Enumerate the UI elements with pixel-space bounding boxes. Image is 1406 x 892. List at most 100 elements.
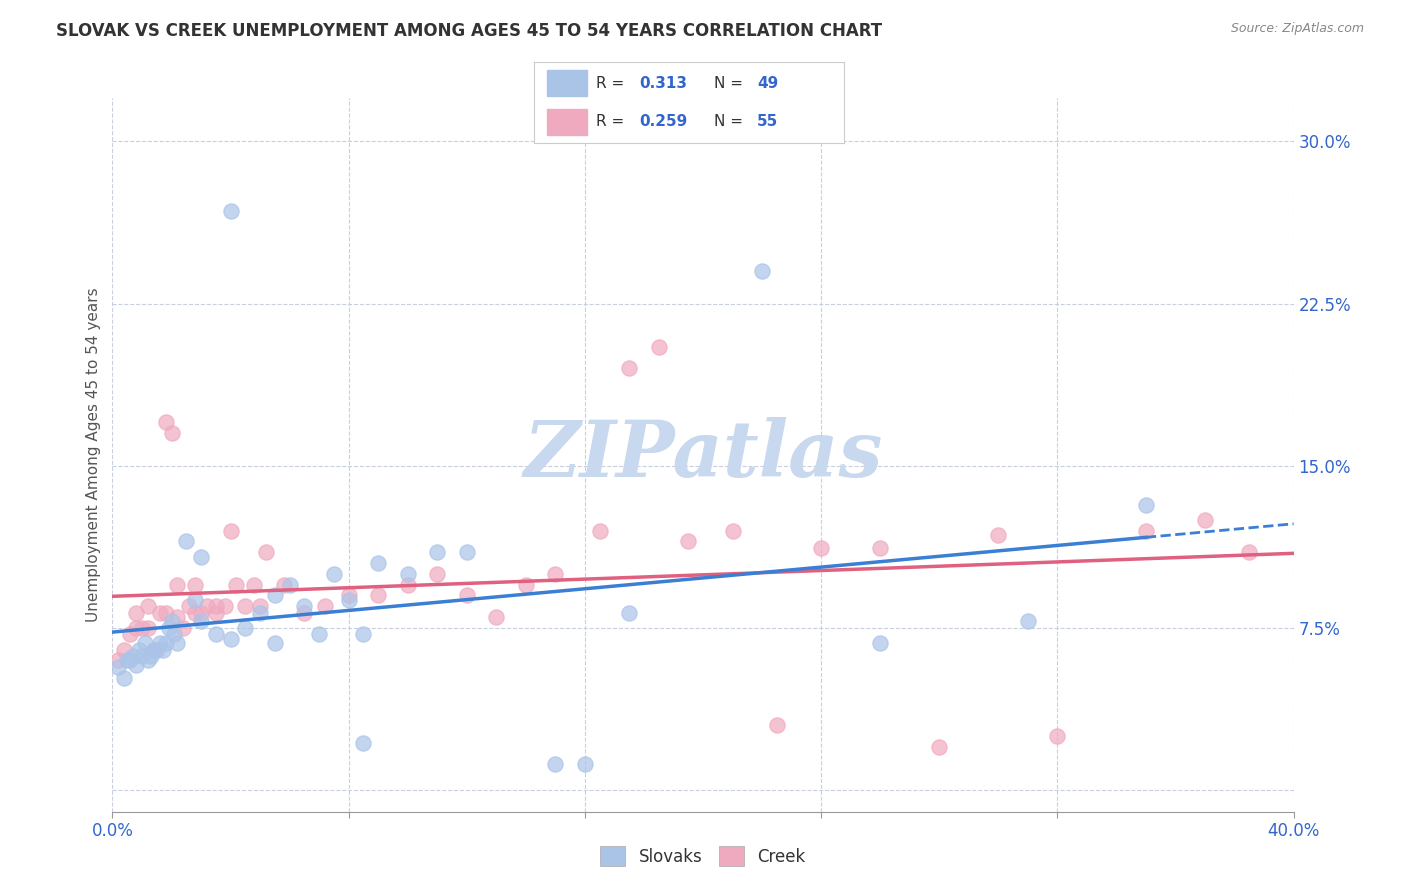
Point — [142, 642, 165, 657]
Point — [219, 524, 242, 538]
Point — [278, 577, 301, 591]
Point — [179, 599, 201, 614]
Point — [155, 636, 177, 650]
Point — [155, 416, 177, 430]
Point — [205, 599, 228, 614]
Point — [107, 653, 129, 667]
Text: R =: R = — [596, 76, 630, 91]
Point — [243, 577, 266, 591]
Point — [125, 606, 148, 620]
Point — [619, 361, 641, 376]
Point — [149, 606, 172, 620]
Point — [107, 660, 129, 674]
Point — [574, 757, 596, 772]
Text: Source: ZipAtlas.com: Source: ZipAtlas.com — [1230, 22, 1364, 36]
Point — [214, 599, 236, 614]
Point — [112, 671, 135, 685]
Point — [766, 718, 789, 732]
Point — [160, 615, 183, 629]
Point — [233, 621, 256, 635]
Point — [136, 653, 159, 667]
Point — [205, 627, 228, 641]
Point — [131, 648, 153, 663]
Point — [219, 632, 242, 646]
Point — [184, 577, 207, 591]
Point — [122, 648, 145, 663]
Point — [184, 606, 207, 620]
Point — [172, 621, 194, 635]
Bar — [547, 109, 586, 135]
Point — [190, 615, 212, 629]
Point — [314, 599, 336, 614]
Point — [485, 610, 508, 624]
Point — [146, 642, 169, 657]
Point — [647, 340, 671, 354]
Point — [136, 599, 159, 614]
Point — [588, 524, 610, 538]
Point — [367, 556, 389, 570]
Point — [544, 757, 567, 772]
Point — [125, 657, 148, 672]
Point — [869, 636, 891, 650]
Point — [352, 735, 374, 749]
Point — [273, 577, 295, 591]
Legend: Slovaks, Creek: Slovaks, Creek — [592, 838, 814, 875]
Point — [249, 599, 271, 614]
Point — [292, 599, 315, 614]
Text: 49: 49 — [756, 76, 779, 91]
Point — [190, 549, 212, 564]
Point — [139, 648, 162, 663]
Text: N =: N = — [714, 76, 748, 91]
Point — [152, 642, 174, 657]
Point — [149, 636, 172, 650]
Text: 0.259: 0.259 — [640, 113, 688, 128]
Point — [352, 627, 374, 641]
Point — [195, 599, 218, 614]
Point — [619, 606, 641, 620]
Y-axis label: Unemployment Among Ages 45 to 54 years: Unemployment Among Ages 45 to 54 years — [86, 287, 101, 623]
Point — [190, 606, 212, 620]
Point — [544, 566, 567, 581]
Point — [928, 739, 950, 754]
Point — [396, 577, 419, 591]
Point — [120, 627, 142, 641]
Point — [163, 627, 186, 641]
Point — [128, 642, 150, 657]
Point — [456, 545, 478, 559]
Point — [264, 636, 287, 650]
Point — [1194, 513, 1216, 527]
Point — [166, 577, 188, 591]
Point — [1046, 729, 1069, 743]
Point — [184, 592, 207, 607]
Text: ZIPatlas: ZIPatlas — [523, 417, 883, 493]
Point — [125, 621, 148, 635]
Point — [155, 606, 177, 620]
Point — [810, 541, 832, 555]
Point — [396, 566, 419, 581]
Point — [112, 642, 135, 657]
Point — [249, 606, 271, 620]
Point — [869, 541, 891, 555]
Point — [117, 653, 138, 667]
Point — [160, 426, 183, 441]
Bar — [547, 70, 586, 96]
Point — [426, 545, 449, 559]
Text: R =: R = — [596, 113, 630, 128]
Point — [426, 566, 449, 581]
Point — [678, 534, 700, 549]
Point — [131, 621, 153, 635]
Point — [120, 653, 142, 667]
Text: SLOVAK VS CREEK UNEMPLOYMENT AMONG AGES 45 TO 54 YEARS CORRELATION CHART: SLOVAK VS CREEK UNEMPLOYMENT AMONG AGES … — [56, 22, 883, 40]
Point — [751, 264, 773, 278]
Point — [254, 545, 277, 559]
Point — [219, 203, 242, 218]
Point — [1135, 524, 1157, 538]
Point — [1017, 615, 1039, 629]
Text: 0.313: 0.313 — [640, 76, 688, 91]
Point — [1135, 498, 1157, 512]
Point — [157, 621, 180, 635]
Point — [323, 566, 346, 581]
Point — [292, 606, 315, 620]
Point — [367, 589, 389, 603]
Point — [166, 610, 188, 624]
